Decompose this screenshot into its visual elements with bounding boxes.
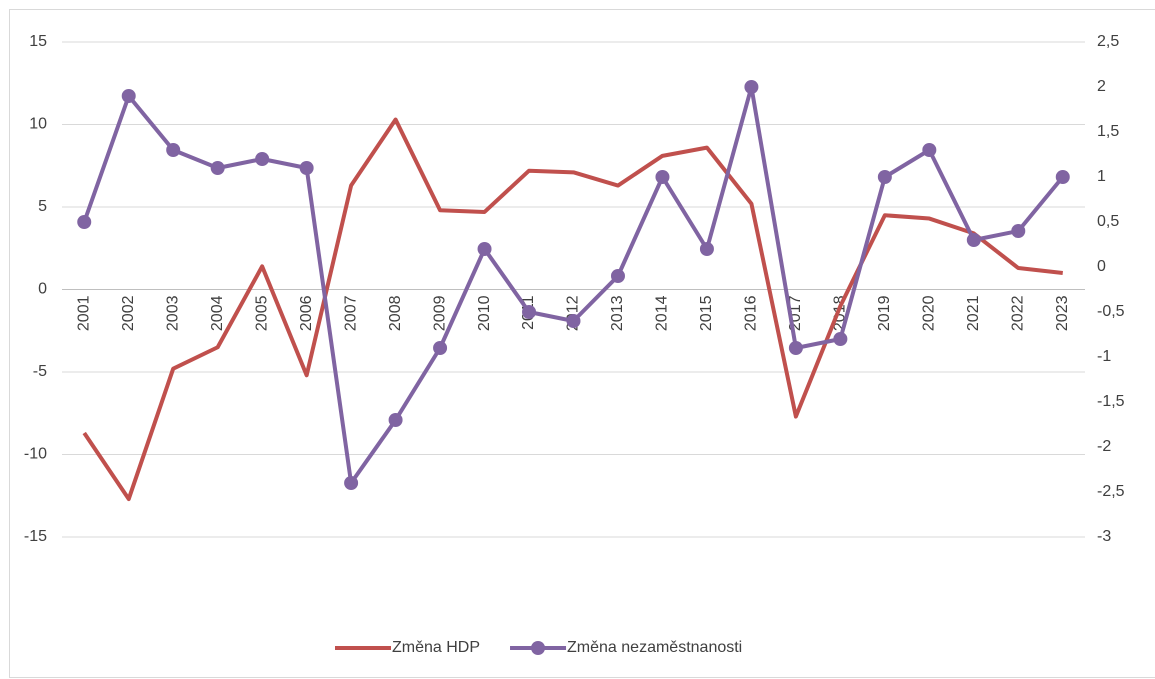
y2-tick-label: 2 [1097,78,1106,95]
x-tick-label: 2023 [1054,295,1071,331]
x-tick-label: 2002 [120,295,137,331]
point-marker [966,233,981,247]
legend-marker [531,641,546,655]
x-tick-label: 2021 [965,295,982,331]
y2-tick-label: 1,5 [1097,123,1119,140]
chart-border [9,9,1155,678]
point-marker [77,215,92,229]
y2-tick-label: -1 [1097,348,1111,365]
point-marker [610,269,625,283]
y2-tick-label: -2 [1097,438,1111,455]
point-marker [210,161,225,175]
point-marker [744,80,759,94]
point-marker [344,476,359,490]
x-tick-label: 2008 [387,295,404,331]
y2-tick-label: -1,5 [1097,393,1125,410]
point-marker [166,143,181,157]
x-tick-label: 2019 [876,295,893,331]
y-tick-label: 15 [29,33,47,50]
x-tick-label: 2006 [298,295,315,331]
point-marker [433,341,448,355]
x-tick-label: 2013 [609,295,626,331]
x-tick-label: 2001 [75,295,92,331]
y-tick-label: 10 [29,116,47,133]
point-marker [566,314,581,328]
x-tick-label: 2015 [698,295,715,331]
x-tick-label: 2014 [654,295,671,331]
y-tick-label: -5 [33,363,47,380]
x-tick-label: 2007 [342,295,359,331]
point-marker [1055,170,1070,184]
point-marker [788,341,803,355]
x-tick-label: 2010 [476,295,493,331]
point-marker [877,170,892,184]
point-marker [121,89,136,103]
legend-label: Změna HDP [392,639,480,656]
y-tick-label: -10 [24,446,47,463]
point-marker [299,161,314,175]
y2-tick-label: -2,5 [1097,483,1125,500]
point-marker [922,143,937,157]
x-tick-label: 2009 [431,295,448,331]
point-marker [1011,224,1026,238]
point-marker [833,332,848,346]
point-marker [522,305,537,319]
y2-tick-label: 1 [1097,168,1106,185]
point-marker [655,170,670,184]
point-marker [699,242,714,256]
point-marker [388,413,403,427]
y2-tick-label: 0 [1097,258,1106,275]
x-tick-label: 2004 [209,295,226,331]
point-marker [255,152,270,166]
y2-tick-label: 2,5 [1097,33,1119,50]
x-tick-label: 2005 [253,295,270,331]
y-tick-label: 0 [38,281,47,298]
legend-label: Změna nezaměstnanosti [567,639,742,656]
point-marker [477,242,492,256]
y-tick-label: 5 [38,198,47,215]
y2-tick-label: -0,5 [1097,303,1125,320]
y2-tick-label: -3 [1097,528,1111,545]
y2-tick-label: 0,5 [1097,213,1119,230]
x-tick-label: 2016 [743,295,760,331]
series-line [82,117,1063,502]
x-tick-label: 2022 [1010,295,1027,331]
y-tick-label: -15 [24,528,47,545]
x-tick-label: 2003 [164,295,181,331]
x-tick-label: 2020 [921,295,938,331]
